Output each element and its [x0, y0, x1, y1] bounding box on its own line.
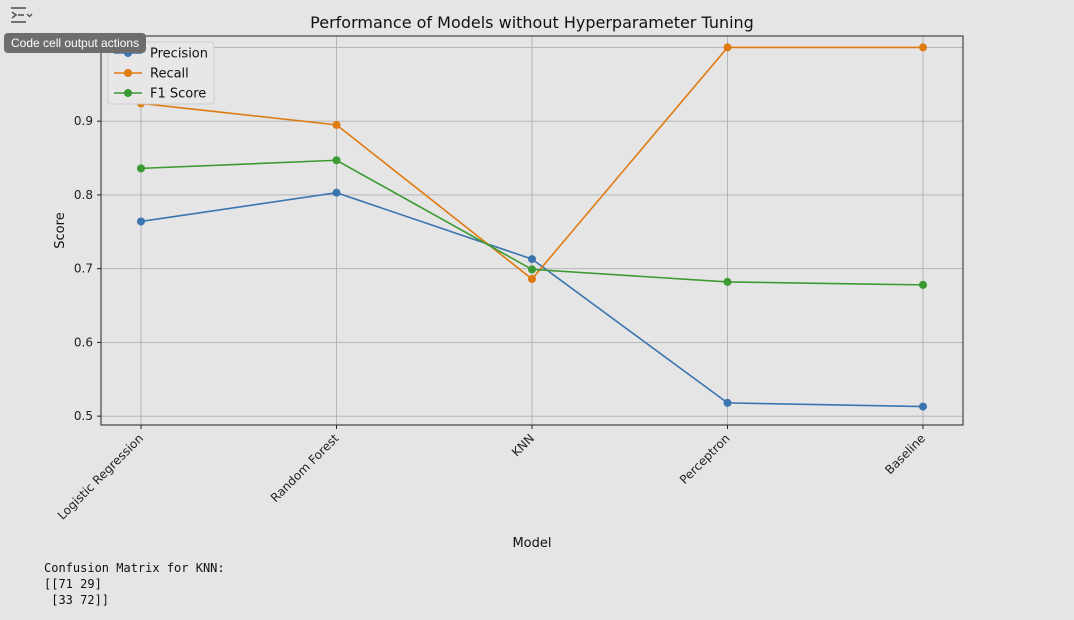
plot-frame	[100, 35, 964, 426]
x-tick-label: Random Forest	[268, 431, 342, 505]
data-point	[723, 43, 732, 52]
legend-marker	[124, 89, 132, 97]
data-point	[723, 277, 732, 286]
data-point	[528, 255, 536, 264]
data-point	[332, 156, 341, 165]
data-point	[528, 265, 536, 274]
y-tick-label: 0.8	[74, 188, 93, 202]
data-point	[137, 217, 145, 226]
y-axis-label: Score	[53, 212, 68, 248]
console-line: [33 72]]	[44, 593, 110, 607]
y-tick-label: 0.6	[74, 335, 93, 349]
legend-label: Precision	[150, 47, 208, 62]
legend-label: F1 Score	[150, 87, 206, 102]
data-point	[528, 274, 536, 283]
x-tick-label: KNN	[509, 431, 537, 459]
x-tick-label: Logistic Regression	[55, 431, 146, 522]
y-tick-label: 0.7	[74, 262, 93, 276]
legend-box	[107, 41, 215, 105]
data-point	[919, 280, 927, 289]
data-point	[919, 43, 927, 52]
legend-marker	[124, 69, 132, 77]
x-axis-label: Model	[512, 536, 551, 551]
data-point	[137, 164, 145, 173]
x-tick-label: Baseline	[882, 431, 928, 477]
data-point	[723, 398, 732, 407]
y-tick-label: 0.9	[74, 114, 93, 128]
x-tick-label: Perceptron	[677, 431, 733, 487]
data-point	[919, 402, 927, 411]
console-line: [[71 29]	[44, 577, 102, 591]
performance-chart: 0.50.60.70.80.91.0Logistic RegressionRan…	[53, 13, 964, 551]
output-actions-button[interactable]	[8, 4, 34, 26]
data-point	[332, 188, 341, 197]
legend-label: Recall	[150, 67, 189, 82]
console-output: Confusion Matrix for KNN: [[71 29] [33 72…	[44, 560, 225, 608]
output-collapse-icon	[11, 7, 33, 23]
tooltip: Code cell output actions	[4, 33, 147, 53]
y-tick-label: 0.5	[74, 409, 93, 423]
console-line: Confusion Matrix for KNN:	[44, 561, 225, 575]
chart-title: Performance of Models without Hyperparam…	[310, 13, 754, 32]
data-point	[332, 120, 341, 129]
